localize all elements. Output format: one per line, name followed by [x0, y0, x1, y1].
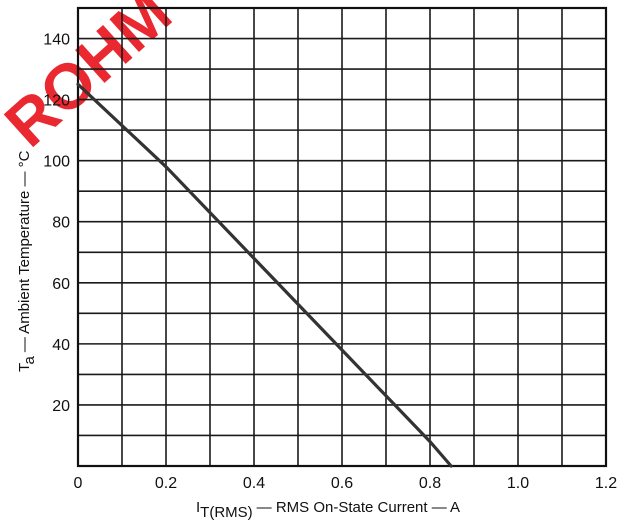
x-axis-label-symbol: I: [196, 499, 200, 516]
x-tick-label: 1.2: [595, 475, 617, 492]
watermark: ROHM: [0, 0, 185, 160]
watermark-logo: ROHM: [0, 0, 185, 160]
y-tick-labels: 20 40 60 80 100 120 140: [43, 32, 70, 415]
y-tick-label: 100: [43, 154, 70, 171]
y-axis-label-text: — Ambient Temperature — °C: [16, 150, 33, 352]
x-axis-label: IT(RMS) — RMS On-State Current — A: [196, 499, 460, 521]
y-tick-label: 80: [52, 215, 70, 232]
series-line-0: [76, 82, 453, 468]
x-axis-label-text: — RMS On-State Current — A: [257, 499, 460, 516]
x-tick-label: 0.8: [419, 475, 441, 492]
x-axis-label-subscript: T(RMS): [200, 504, 253, 521]
y-tick-label: 140: [43, 32, 70, 49]
x-tick-label: 0.4: [243, 475, 265, 492]
grid-lines: [78, 8, 606, 466]
y-tick-label: 60: [52, 276, 70, 293]
y-axis-label: Ta — Ambient Temperature — °C: [16, 150, 38, 372]
x-tick-label: 0: [74, 475, 83, 492]
y-axis-label-symbol: T: [16, 363, 33, 372]
y-tick-label: 120: [43, 93, 70, 110]
x-tick-label: 1.0: [507, 475, 529, 492]
x-tick-label: 0.6: [331, 475, 353, 492]
plot-frame: [76, 6, 608, 468]
series-layer: [76, 82, 453, 468]
x-tick-labels: 0 0.2 0.4 0.6 0.8 1.0 1.2: [74, 475, 618, 492]
x-tick-label: 0.2: [155, 475, 177, 492]
y-tick-label: 40: [52, 337, 70, 354]
y-tick-label: 20: [52, 398, 70, 415]
y-axis-label-subscript: a: [21, 356, 38, 365]
